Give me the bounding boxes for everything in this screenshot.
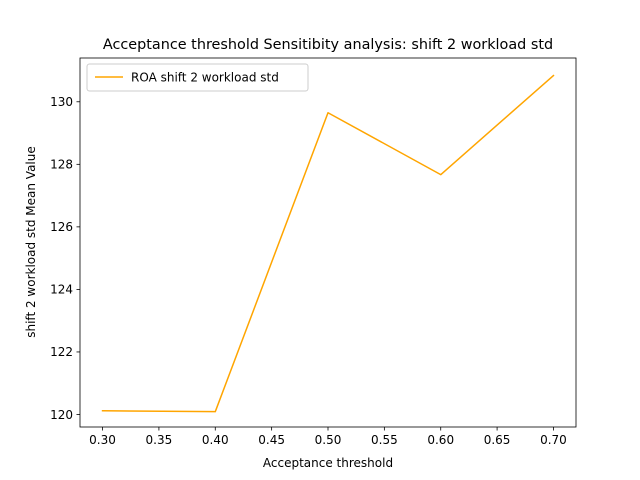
y-tick-label: 122 <box>50 345 73 359</box>
y-tick-label: 128 <box>50 158 73 172</box>
y-tick-label: 120 <box>50 408 73 422</box>
y-tick-label: 126 <box>50 220 73 234</box>
x-tick-label: 0.40 <box>202 433 229 447</box>
x-tick-label: 0.60 <box>427 433 454 447</box>
x-tick-label: 0.35 <box>146 433 173 447</box>
legend-box <box>86 63 309 92</box>
x-tick-label: 0.70 <box>540 433 567 447</box>
x-tick-label: 0.45 <box>258 433 285 447</box>
plot-area: 0.30 0.35 0.40 0.45 0.50 0.55 0.60 0.65 0.70 120 1… <box>50 57 577 447</box>
x-tick-label: 0.65 <box>484 433 511 447</box>
chart-title: Acceptance threshold Sensitibity analysi… <box>103 37 553 53</box>
series-line-0 <box>101 74 555 413</box>
x-tick-label: 0.50 <box>315 433 342 447</box>
legend-label: ROA shift 2 workload std <box>131 71 279 85</box>
x-tick-label: 0.30 <box>89 433 116 447</box>
y-axis-label: shift 2 workload std Mean Value <box>24 146 38 338</box>
y-tick-label: 130 <box>50 95 73 109</box>
x-axis-label: Acceptance threshold <box>263 456 393 470</box>
legend: ROA shift 2 workload std <box>86 63 309 92</box>
y-tick-label: 124 <box>50 283 73 297</box>
x-tick-label: 0.55 <box>371 433 398 447</box>
